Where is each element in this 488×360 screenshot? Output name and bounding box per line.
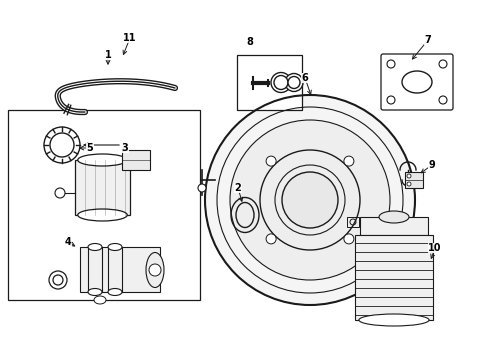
Bar — [8, 110, 200, 300]
Ellipse shape — [78, 154, 127, 166]
Text: 4: 4 — [64, 237, 71, 247]
Bar — [75, 160, 130, 215]
Bar — [354, 235, 432, 320]
FancyBboxPatch shape — [380, 54, 452, 110]
Ellipse shape — [378, 211, 408, 223]
Text: 3: 3 — [122, 143, 128, 153]
Ellipse shape — [78, 209, 127, 221]
Circle shape — [229, 120, 389, 280]
Ellipse shape — [401, 71, 431, 93]
Circle shape — [265, 234, 276, 244]
Text: 9: 9 — [428, 160, 434, 170]
Circle shape — [287, 77, 299, 89]
Text: 11: 11 — [123, 33, 137, 43]
Bar — [359, 217, 427, 235]
Text: 6: 6 — [301, 73, 308, 83]
Bar — [80, 247, 160, 292]
Text: 8: 8 — [246, 37, 253, 47]
Ellipse shape — [146, 252, 163, 288]
Circle shape — [282, 172, 337, 228]
Circle shape — [386, 60, 394, 68]
Circle shape — [438, 96, 446, 104]
Circle shape — [149, 264, 161, 276]
Circle shape — [386, 96, 394, 104]
Bar — [346, 217, 358, 227]
Circle shape — [270, 72, 290, 93]
Ellipse shape — [108, 243, 122, 251]
Circle shape — [265, 156, 276, 166]
Ellipse shape — [108, 288, 122, 296]
Circle shape — [285, 73, 303, 91]
Circle shape — [198, 184, 205, 192]
Circle shape — [204, 95, 414, 305]
Bar — [237, 55, 302, 110]
Ellipse shape — [88, 243, 102, 251]
Text: 5: 5 — [86, 143, 93, 153]
Circle shape — [343, 234, 353, 244]
Circle shape — [406, 182, 410, 186]
Ellipse shape — [358, 314, 428, 326]
Text: 7: 7 — [424, 35, 430, 45]
Circle shape — [406, 174, 410, 178]
Bar — [404, 172, 422, 188]
Ellipse shape — [88, 288, 102, 296]
Bar — [122, 150, 150, 170]
Circle shape — [273, 76, 287, 90]
Ellipse shape — [94, 296, 106, 304]
Circle shape — [343, 156, 353, 166]
Circle shape — [438, 60, 446, 68]
Text: 1: 1 — [104, 50, 111, 60]
Text: 2: 2 — [234, 183, 241, 193]
Text: 10: 10 — [427, 243, 441, 253]
